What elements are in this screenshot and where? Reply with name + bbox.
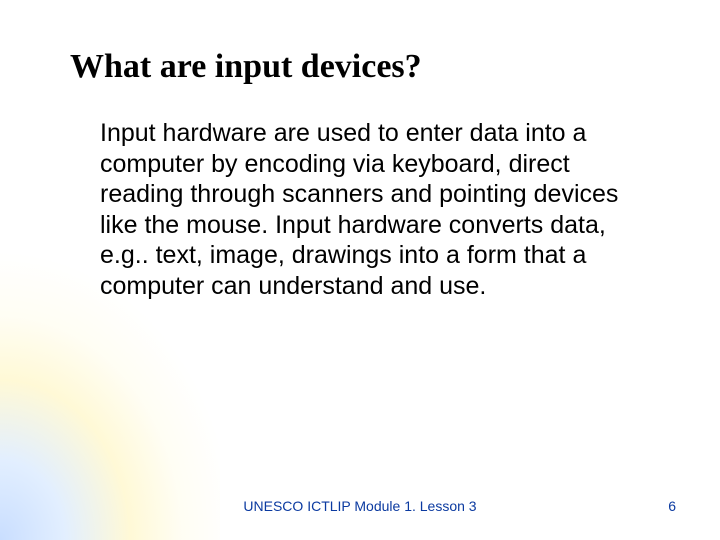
slide-title: What are input devices? <box>70 48 660 86</box>
page-number: 6 <box>668 498 676 514</box>
slide-body-text: Input hardware are used to enter data in… <box>70 118 660 301</box>
slide-footer: UNESCO ICTLIP Module 1. Lesson 3 <box>0 498 720 514</box>
footer-text: UNESCO ICTLIP Module 1. Lesson 3 <box>243 498 476 514</box>
slide-container: What are input devices? Input hardware a… <box>0 0 720 540</box>
